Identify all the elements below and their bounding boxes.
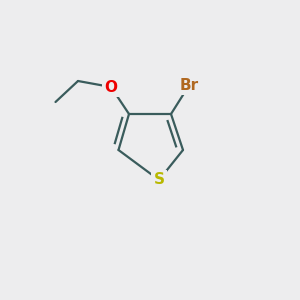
- Text: S: S: [154, 172, 164, 188]
- Text: Br: Br: [179, 78, 199, 93]
- Text: O: O: [104, 80, 118, 94]
